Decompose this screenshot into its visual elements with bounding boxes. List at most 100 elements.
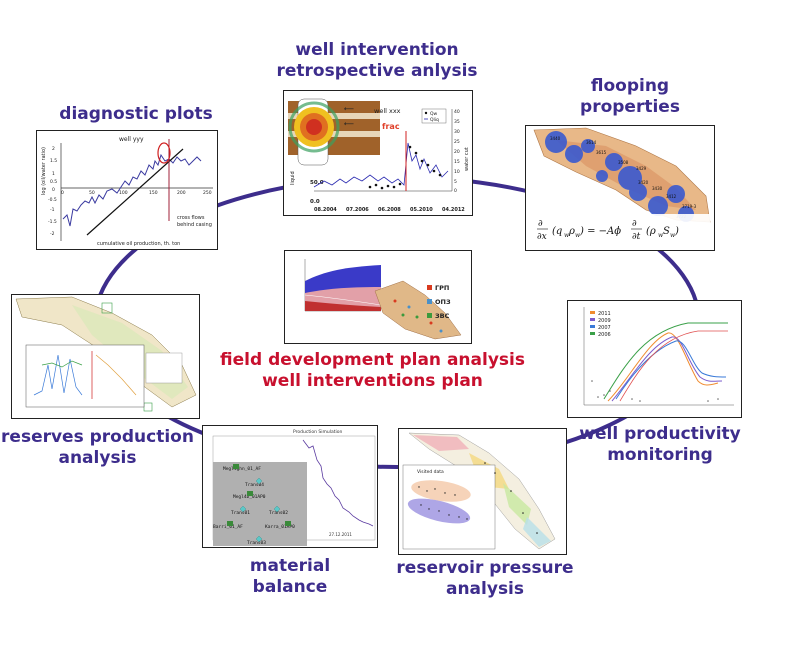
productivity-curve: [611, 336, 723, 402]
reservoir-pressure-panel: Visited data: [398, 428, 567, 555]
reserves-series: [95, 354, 137, 396]
y-tick: -0.5: [48, 197, 57, 203]
well-id: 3429: [636, 166, 647, 171]
retro-frac-label: frac: [382, 122, 400, 131]
diagnostic-x-ticks: 0 50 100 150 200 250: [61, 190, 212, 196]
x-tick: 05.2010: [410, 207, 433, 213]
legend-swatch: [427, 313, 432, 318]
diagnostic-ylabel: log (oil/water ratio): [41, 147, 47, 195]
material-pressure-series: [302, 439, 374, 527]
legend-swatch: [590, 318, 595, 321]
label-line: flooping: [590, 76, 670, 96]
productivity-curve: [607, 332, 719, 402]
y-tick: -2: [50, 231, 55, 237]
svg-text:): ): [674, 226, 679, 237]
label-line: reserves production: [1, 427, 194, 447]
diagnostic-highlight-circle: [157, 142, 171, 164]
y-tick: 30: [454, 129, 460, 135]
reserves-inset-chart: [25, 344, 145, 408]
retrospective-panel: ⟵ ⟵ well xxx frac Qw Qliq liquid 50.0 0.…: [283, 90, 473, 216]
formation-layer: [288, 131, 380, 137]
svg-text:(ρ: (ρ: [646, 226, 656, 237]
flooping-properties-panel: 3440 3614 3615 3508 3429 3420 3430 3412 …: [525, 125, 715, 251]
reserves-production-panel: [11, 294, 200, 419]
pressure-cluster-upper: [411, 480, 471, 502]
legend-label: Qliq: [430, 117, 439, 123]
legend-label: 2007: [598, 325, 611, 331]
diagnostic-y-ticks: 2 1.5 1 0.5 0 -0.5 -1 -1.5 -2: [48, 146, 57, 237]
label-line: well interventions plan: [262, 371, 483, 391]
y-tick: 25: [454, 139, 460, 145]
continuity-equation: ∂ ∂x (q w ρ w ) = −Aϕ ∂ ∂t (ρ w S w ): [537, 219, 679, 242]
svg-text:ρ: ρ: [568, 226, 575, 237]
productivity-curve: [619, 330, 728, 402]
well-id: 3508: [618, 160, 629, 165]
label-line: reservoir pressure: [396, 558, 574, 578]
fdp-stacked-chart: [304, 259, 382, 312]
diagnostic-trendline: [86, 148, 184, 236]
frac-halo: [288, 101, 340, 153]
node-label: Trans01: [231, 510, 250, 516]
legend-label: 2006: [598, 332, 611, 338]
well-id: 3719-3: [682, 204, 697, 209]
diagnostic-xlabel: cumulative oil production, th. ton: [97, 241, 180, 247]
reserves-series: [41, 360, 83, 368]
pressure-zone: [503, 483, 531, 525]
reserves-series: [33, 354, 83, 396]
retro-y-tick: 50.0: [310, 180, 324, 186]
productivity-curve: [615, 340, 727, 400]
svg-text:∂x: ∂x: [537, 232, 547, 242]
pressure-map-wells: [484, 462, 538, 534]
label-line: field development plan analysis: [220, 350, 525, 370]
well-id: 3420: [638, 180, 649, 185]
fdp-legend: ГРП ОПЗ ЗВС: [427, 284, 451, 320]
fdp-well-markers: [393, 299, 443, 333]
label-line: analysis: [445, 579, 525, 599]
x-tick: 100: [119, 190, 128, 196]
diagnostic-annotation: cross flows: [177, 215, 205, 221]
x-tick: 50: [89, 190, 95, 196]
well-id: 3430: [652, 186, 663, 191]
y-tick: 2: [52, 146, 55, 152]
equation-backdrop: [534, 214, 710, 246]
label-line: retrospective anlysis: [276, 61, 478, 81]
label-line: analysis: [58, 448, 137, 468]
material-nodes: Meglighn_01_AF Trans04 Megl4b_01AP0 Tran…: [213, 466, 295, 546]
y-tick: 0: [52, 187, 55, 193]
reservoir-pressure-label: reservoir pressure analysis: [390, 558, 580, 600]
y-tick: 15: [454, 159, 460, 165]
node-label: Trans03: [247, 540, 266, 546]
field-development-panel: ГРП ОПЗ ЗВС: [284, 250, 472, 344]
y-tick: 40: [454, 109, 460, 115]
retro-liquid-series: [313, 142, 449, 188]
svg-text:w: w: [670, 232, 676, 239]
label-line: monitoring: [607, 445, 713, 465]
node-label: Barri_01_AF: [213, 524, 243, 530]
retro-legend: Qw Qliq: [421, 108, 447, 124]
legend-label: ОПЗ: [435, 298, 451, 306]
legend-label: ЗВС: [435, 312, 450, 320]
flooping-properties-label: flooping properties: [560, 76, 700, 118]
diagnostic-data-series: [62, 153, 202, 227]
well-productivity-label: well productivity monitoring: [570, 424, 750, 466]
well-id: 3615: [596, 150, 607, 155]
x-tick: 08.2004: [314, 207, 337, 213]
svg-text:) = −Aϕ: ) = −Aϕ: [579, 226, 621, 237]
legend-label: 2011: [598, 311, 611, 317]
legend-swatch: [427, 285, 432, 290]
material-title: Production Simulation: [293, 429, 342, 435]
svg-text:w: w: [575, 232, 581, 239]
material-balance-panel: Production Simulation Meglighn_01_AF Tra…: [202, 425, 378, 548]
frac-zone: [306, 119, 322, 135]
productivity-curve: [603, 322, 728, 400]
label-line: well productivity: [579, 424, 741, 444]
material-balance-label: material balance: [230, 556, 350, 598]
svg-text:(q: (q: [552, 226, 562, 237]
legend-swatch: [590, 332, 595, 335]
label-line: balance: [252, 577, 328, 597]
svg-text:w: w: [658, 232, 664, 239]
material-diagram-canvas: [213, 462, 307, 546]
well-intervention-retrospective-label: well intervention retrospective anlysis: [262, 40, 492, 82]
label-line: properties: [580, 97, 680, 117]
legend-swatch: [590, 325, 595, 328]
